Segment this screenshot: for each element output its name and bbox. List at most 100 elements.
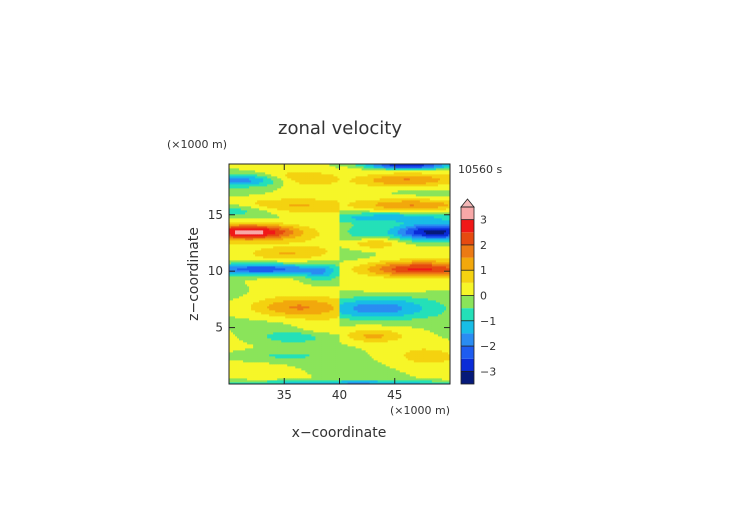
heatmap-cell xyxy=(259,242,262,245)
heatmap-cell xyxy=(305,192,308,195)
heatmap-cell xyxy=(281,186,284,189)
heatmap-cell xyxy=(287,348,290,351)
heatmap-cell xyxy=(267,378,270,381)
heatmap-cell xyxy=(289,278,292,281)
heatmap-cell xyxy=(261,322,264,325)
heatmap-cell xyxy=(245,268,248,271)
heatmap-cell xyxy=(251,194,254,197)
heatmap-cell xyxy=(309,196,312,199)
heatmap-cell xyxy=(239,266,242,269)
heatmap-cell xyxy=(283,252,286,255)
heatmap-cell xyxy=(237,356,240,359)
heatmap-cell xyxy=(311,230,314,233)
heatmap-cell xyxy=(251,232,254,235)
heatmap-cell xyxy=(249,350,252,353)
heatmap-cell xyxy=(265,216,268,219)
heatmap-cell xyxy=(289,172,292,175)
heatmap-cell xyxy=(265,184,268,187)
heatmap-cell xyxy=(237,192,240,195)
heatmap-cell xyxy=(235,282,238,285)
heatmap-cell xyxy=(303,300,306,303)
heatmap-cell xyxy=(269,182,272,185)
heatmap-cell xyxy=(237,170,240,173)
heatmap-cell xyxy=(261,274,264,277)
heatmap-cell xyxy=(311,302,314,305)
heatmap-cell xyxy=(303,180,306,183)
heatmap-cell xyxy=(287,310,290,313)
heatmap-cell xyxy=(277,304,280,307)
heatmap-cell xyxy=(275,288,278,291)
heatmap-cell xyxy=(231,286,234,289)
heatmap-cell xyxy=(287,340,290,343)
heatmap-cell xyxy=(301,334,304,337)
heatmap-cell xyxy=(299,306,302,309)
heatmap-cell xyxy=(281,308,284,311)
heatmap-cell xyxy=(277,328,280,331)
heatmap-cell xyxy=(259,330,262,333)
heatmap-cell xyxy=(273,320,276,323)
heatmap-cell xyxy=(277,306,280,309)
heatmap-cell xyxy=(277,250,280,253)
heatmap-cell xyxy=(269,286,272,289)
heatmap-cell xyxy=(255,236,258,239)
heatmap-cell xyxy=(237,368,240,371)
heatmap-cell xyxy=(231,344,234,347)
heatmap-cell xyxy=(255,336,258,339)
heatmap-cell xyxy=(297,212,300,215)
heatmap-cell xyxy=(313,310,316,313)
heatmap-cell xyxy=(261,382,264,385)
heatmap-cell xyxy=(245,242,248,245)
heatmap-cell xyxy=(245,248,248,251)
heatmap-cell xyxy=(273,220,276,223)
heatmap-cell xyxy=(295,208,298,211)
heatmap-cell xyxy=(257,342,260,345)
heatmap-cell xyxy=(243,260,246,263)
heatmap-cell xyxy=(307,198,310,201)
heatmap-cell xyxy=(247,184,250,187)
heatmap-cell xyxy=(233,208,236,211)
heatmap-cell xyxy=(267,226,270,229)
heatmap-cell xyxy=(283,250,286,253)
heatmap-cell xyxy=(233,240,236,243)
heatmap-cell xyxy=(287,362,290,365)
heatmap-cell xyxy=(237,372,240,375)
heatmap-cell xyxy=(297,310,300,313)
heatmap-cell xyxy=(239,362,242,365)
heatmap-cell xyxy=(275,236,278,239)
heatmap-cell xyxy=(273,348,276,351)
heatmap-cell xyxy=(259,210,262,213)
heatmap-cell xyxy=(291,362,294,365)
heatmap-cell xyxy=(271,204,274,207)
heatmap-cell xyxy=(297,186,300,189)
heatmap-cell xyxy=(239,252,242,255)
heatmap-cell xyxy=(247,372,250,375)
heatmap-cell xyxy=(281,198,284,201)
heatmap-cell xyxy=(247,268,250,271)
heatmap-cell xyxy=(237,236,240,239)
heatmap-cell xyxy=(265,260,268,263)
heatmap-cell xyxy=(255,204,258,207)
heatmap-cell xyxy=(303,248,306,251)
heatmap-cell xyxy=(245,314,248,317)
heatmap-cell xyxy=(309,250,312,253)
heatmap-cell xyxy=(307,214,310,217)
heatmap-cell xyxy=(279,284,282,287)
heatmap-cell xyxy=(293,170,296,173)
heatmap-cell xyxy=(277,270,280,273)
heatmap-cell xyxy=(301,258,304,261)
heatmap-cell xyxy=(235,166,238,169)
heatmap-cell xyxy=(235,238,238,241)
heatmap-cell xyxy=(279,316,282,319)
heatmap-cell xyxy=(233,314,236,317)
heatmap-cell xyxy=(241,378,244,381)
heatmap-cell xyxy=(281,292,284,295)
heatmap-cell xyxy=(255,202,258,205)
heatmap-cell xyxy=(289,322,292,325)
heatmap-cell xyxy=(295,282,298,285)
heatmap-cell xyxy=(229,246,232,249)
heatmap-cell xyxy=(239,382,242,385)
heatmap-cell xyxy=(285,274,288,277)
heatmap-cell xyxy=(295,224,298,227)
heatmap-cell xyxy=(231,240,234,243)
heatmap-cell xyxy=(249,326,252,329)
